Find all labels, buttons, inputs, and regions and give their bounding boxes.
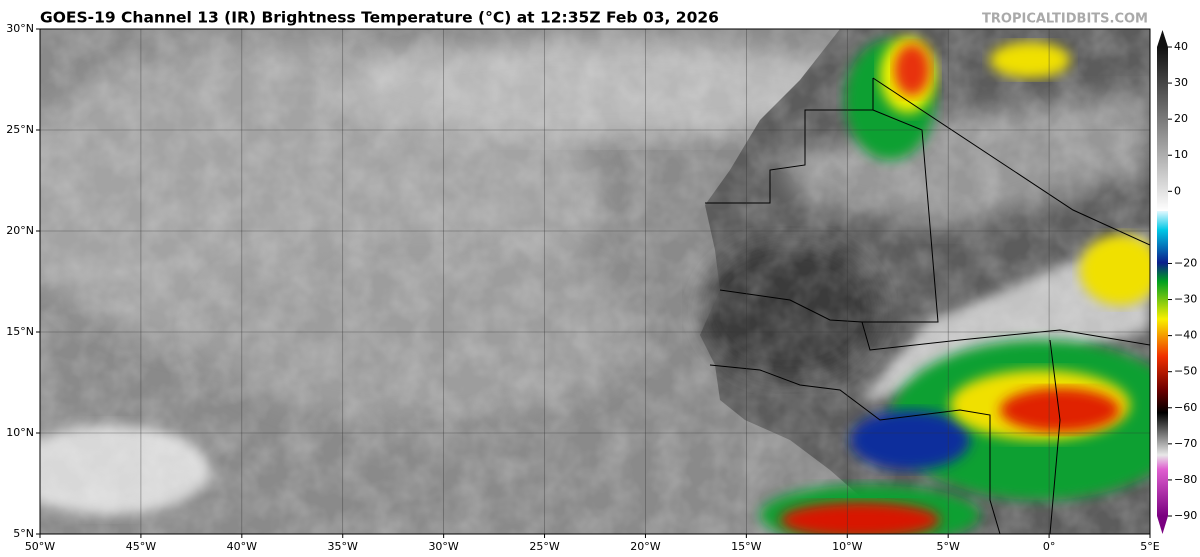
lon-label: 50°W: [25, 540, 55, 553]
lon-label: 0°: [1043, 540, 1056, 553]
colorbar-label: 10: [1174, 148, 1188, 161]
colorbar-label: 40: [1174, 40, 1188, 53]
colorbar-label: −70: [1174, 437, 1197, 450]
convection: [850, 410, 970, 470]
colorbar-label: −40: [1174, 329, 1197, 342]
border: [719, 289, 1150, 351]
lat-label: 20°N: [6, 224, 34, 237]
lon-label: 10°W: [832, 540, 862, 553]
lon-label: 20°W: [630, 540, 660, 553]
colorbar-label: −90: [1174, 509, 1197, 522]
imagery: [40, 29, 1150, 534]
lon-label: 5°W: [936, 540, 959, 553]
lat-label: 15°N: [6, 325, 34, 338]
lon-label: 30°W: [428, 540, 458, 553]
lat-label: 10°N: [6, 426, 34, 439]
colorbar-label: 20: [1174, 112, 1188, 125]
lon-label: 45°W: [126, 540, 156, 553]
convection: [1000, 388, 1120, 432]
colorbar-label: 0: [1174, 184, 1181, 197]
colorbar-label: −30: [1174, 293, 1197, 306]
lat-label: 5°N: [13, 527, 34, 540]
colorbar-label: −60: [1174, 401, 1197, 414]
colorbar: [1157, 47, 1168, 516]
map-frame: [39, 28, 1151, 535]
colorbar-arrow: [1157, 516, 1168, 534]
convection: [780, 502, 940, 534]
credit: TROPICALTIDBITS.COM: [982, 12, 1148, 27]
lon-label: 25°W: [529, 540, 559, 553]
colorbar-label: −80: [1174, 473, 1197, 486]
lon-label: 15°W: [731, 540, 761, 553]
border: [705, 109, 873, 204]
colorbar-label: −50: [1174, 365, 1197, 378]
title: GOES-19 Channel 13 (IR) Brightness Tempe…: [40, 9, 719, 27]
lat-label: 30°N: [6, 22, 34, 35]
border: [1049, 339, 1061, 534]
colorbar-arrow: [1157, 30, 1168, 47]
lon-label: 35°W: [328, 540, 358, 553]
colorbar-label: −20: [1174, 256, 1197, 269]
convection: [894, 44, 930, 96]
convection: [1080, 235, 1150, 305]
border: [709, 364, 1001, 534]
lon-label: 5°E: [1140, 540, 1159, 553]
colorbar-label: 30: [1174, 76, 1188, 89]
lon-label: 40°W: [227, 540, 257, 553]
border: [872, 77, 1150, 246]
lat-label: 25°N: [6, 123, 34, 136]
convection: [990, 42, 1070, 78]
